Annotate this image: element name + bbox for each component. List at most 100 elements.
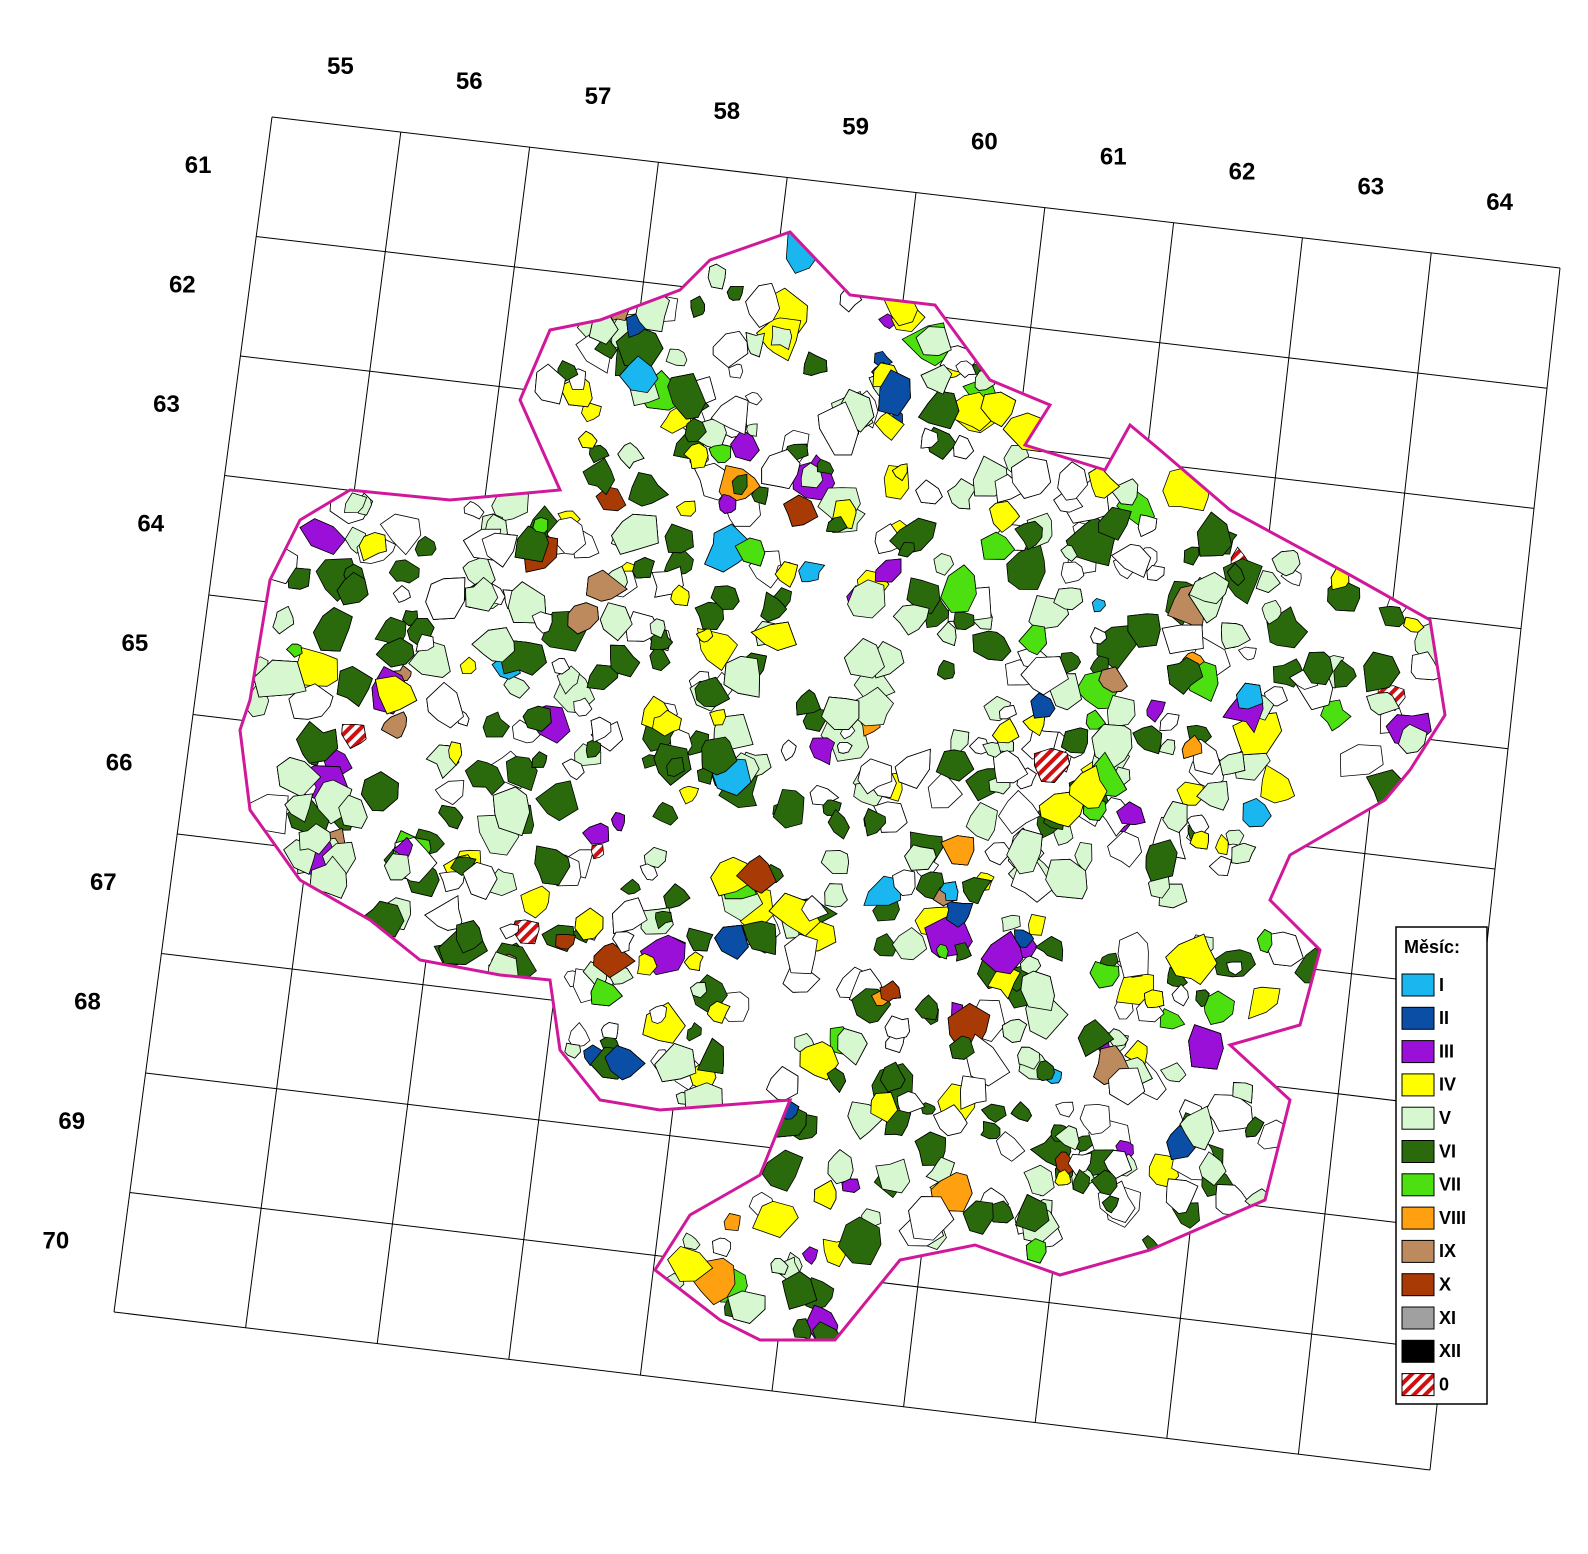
district: [914, 994, 939, 1021]
legend-swatch: [1401, 1306, 1435, 1330]
district: [824, 883, 848, 908]
column-label: 58: [713, 98, 740, 125]
district: [654, 1043, 697, 1083]
district: [1015, 1194, 1050, 1233]
district: [425, 577, 466, 620]
legend-swatch: [1401, 1073, 1435, 1097]
legend-swatch: [1401, 1106, 1435, 1130]
district: [915, 326, 952, 356]
district: [1053, 587, 1084, 611]
district: [1101, 1195, 1120, 1214]
district: [1226, 562, 1246, 587]
district: [896, 1091, 926, 1117]
district: [298, 823, 332, 855]
district: [1027, 913, 1046, 936]
district: [601, 1022, 619, 1040]
district: [590, 844, 605, 860]
district: [1256, 928, 1273, 954]
district: [751, 486, 769, 506]
row-label: 64: [137, 511, 164, 538]
district: [1161, 624, 1204, 655]
district: [940, 835, 975, 866]
district: [894, 748, 931, 789]
legend-swatch: [1401, 1173, 1435, 1197]
district: [982, 742, 1002, 758]
district: [1320, 699, 1352, 732]
district: [947, 478, 978, 510]
district: [1146, 565, 1165, 581]
row-label: 68: [74, 989, 101, 1016]
district: [618, 355, 659, 394]
district: [1219, 751, 1246, 776]
legend-swatch: [1401, 1140, 1435, 1163]
district: [1159, 712, 1180, 732]
district: [1014, 520, 1043, 551]
district: [954, 942, 972, 962]
district: [723, 1213, 741, 1232]
region: [238, 230, 1447, 1342]
district: [826, 1067, 847, 1094]
district: [288, 683, 334, 720]
district: [875, 1158, 911, 1194]
district: [426, 681, 464, 729]
district: [1034, 936, 1064, 962]
district: [581, 402, 602, 423]
district: [535, 780, 579, 822]
district: [503, 674, 530, 699]
district: [1327, 581, 1361, 612]
district: [374, 675, 418, 715]
legend-label: XI: [1439, 1308, 1456, 1328]
district: [1232, 1082, 1253, 1104]
district: [1165, 933, 1218, 986]
district: [551, 657, 571, 675]
district: [481, 532, 518, 568]
district: [816, 458, 835, 475]
district: [730, 429, 760, 462]
district: [820, 850, 850, 875]
district: [686, 1021, 702, 1042]
district: [1023, 1164, 1055, 1197]
district: [897, 541, 916, 558]
district: [1033, 747, 1070, 783]
patches: [242, 232, 1445, 1340]
district: [935, 749, 975, 782]
column-label: 64: [1486, 189, 1513, 216]
district: [1145, 839, 1178, 882]
district: [1018, 624, 1047, 656]
district: [1237, 646, 1257, 661]
district: [649, 1004, 668, 1024]
district: [780, 739, 797, 762]
district: [573, 697, 593, 717]
district: [652, 801, 679, 826]
row-label: 62: [169, 272, 196, 299]
district: [915, 479, 943, 505]
district: [813, 1179, 837, 1210]
column-label: 62: [1229, 159, 1256, 186]
district: [781, 1271, 818, 1310]
district: [784, 933, 818, 975]
district: [980, 391, 1017, 428]
district: [878, 369, 911, 417]
district: [1097, 506, 1132, 541]
district: [1188, 571, 1230, 605]
district: [1245, 1116, 1265, 1138]
column-label: 61: [1100, 143, 1127, 170]
district: [611, 513, 659, 555]
legend-label: 0: [1439, 1374, 1449, 1394]
legend-label: V: [1439, 1108, 1451, 1128]
district: [1226, 961, 1243, 976]
legend-label: VI: [1439, 1141, 1456, 1161]
district: [612, 931, 635, 954]
district: [1220, 622, 1251, 650]
district: [803, 351, 828, 376]
district: [567, 602, 599, 635]
district: [726, 285, 744, 301]
district: [1339, 744, 1384, 777]
district: [712, 1237, 731, 1257]
district: [1010, 1101, 1032, 1122]
district: [499, 923, 520, 940]
district: [772, 788, 805, 829]
district: [1236, 682, 1264, 710]
district: [675, 500, 697, 517]
district: [932, 1104, 968, 1137]
